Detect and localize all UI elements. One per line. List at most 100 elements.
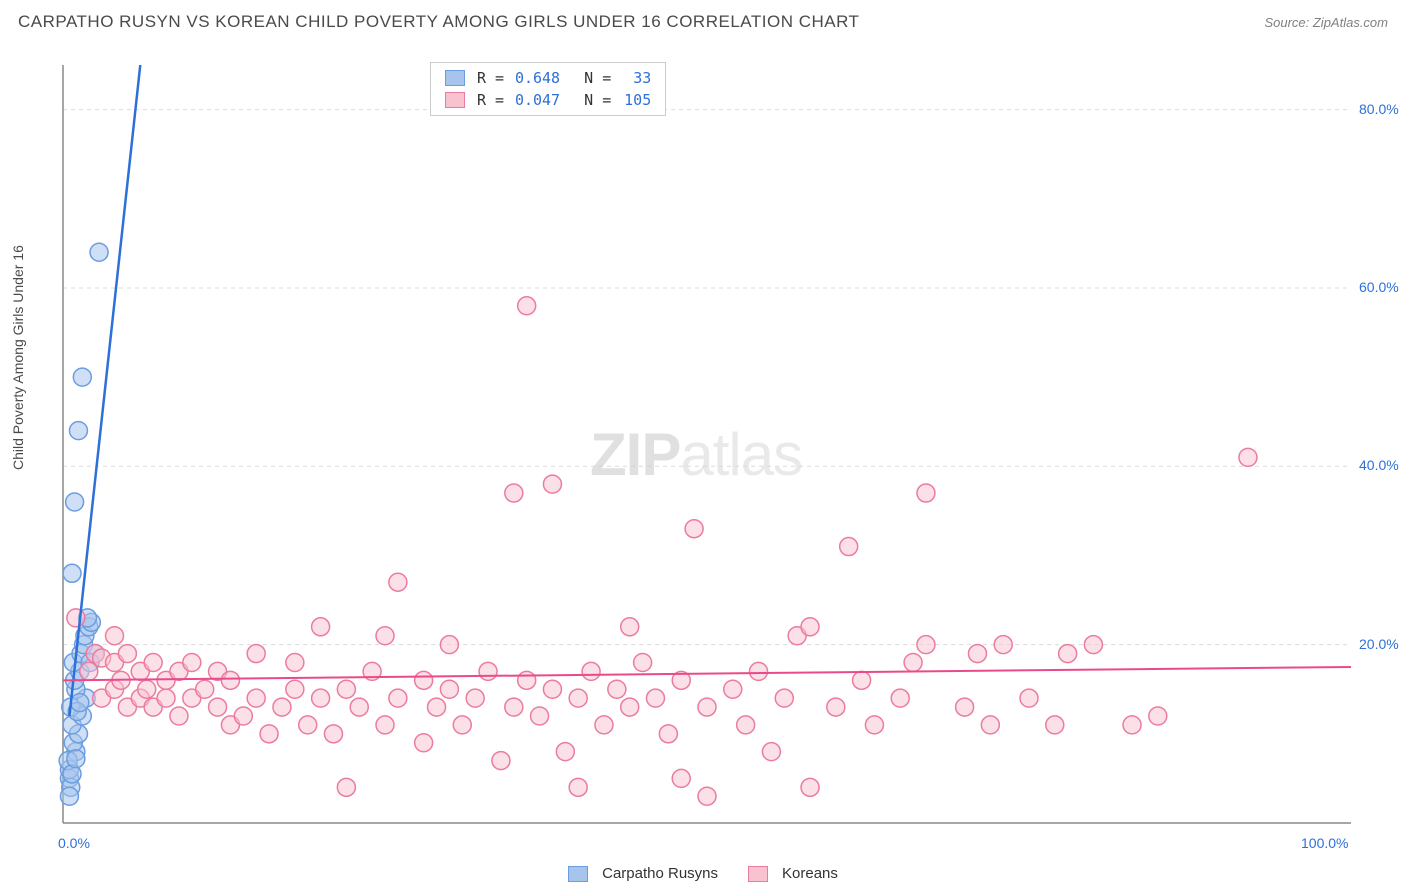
chart-source: Source: ZipAtlas.com [1264,15,1388,30]
data-point [801,778,819,796]
n-value: 105 [617,89,651,111]
data-point [337,778,355,796]
data-point [968,645,986,663]
data-point [698,698,716,716]
data-point [917,636,935,654]
data-point [608,680,626,698]
data-point [466,689,484,707]
bottom-legend: Carpatho Rusyns Koreans [0,865,1406,882]
data-point [801,618,819,636]
series-swatch-icon [445,70,465,86]
data-point [479,662,497,680]
data-point [865,716,883,734]
data-point [66,493,84,511]
data-point [69,422,87,440]
stats-row: R = 0.648 N = 33 [445,67,651,89]
data-point [543,475,561,493]
data-point [221,671,239,689]
data-point [853,671,871,689]
data-point [569,689,587,707]
data-point [73,368,91,386]
legend-label: Koreans [782,865,838,882]
n-value: 33 [617,67,651,89]
data-point [376,716,394,734]
r-value: 0.047 [510,89,560,111]
data-point [1046,716,1064,734]
data-point [415,671,433,689]
data-point [350,698,368,716]
data-point [389,573,407,591]
data-point [659,725,677,743]
data-point [144,653,162,671]
data-point [543,680,561,698]
data-point [90,243,108,261]
x-tick-label: 0.0% [58,835,90,851]
legend-swatch-icon [568,866,588,882]
data-point [118,645,136,663]
data-point [646,689,664,707]
data-point [698,787,716,805]
data-point [312,689,330,707]
data-point [63,564,81,582]
data-point [518,297,536,315]
data-point [138,680,156,698]
data-point [956,698,974,716]
data-point [453,716,471,734]
data-point [1149,707,1167,725]
data-point [67,750,85,768]
data-point [621,618,639,636]
data-point [196,680,214,698]
legend-item: Carpatho Rusyns [568,865,718,882]
stats-row: R = 0.047 N = 105 [445,89,651,111]
data-point [428,698,446,716]
data-point [157,689,175,707]
r-value: 0.648 [510,67,560,89]
trend-line [69,65,140,716]
data-point [170,707,188,725]
correlation-stats-box: R = 0.648 N = 33R = 0.047 N = 105 [430,62,666,116]
data-point [60,787,78,805]
trend-line [63,667,1351,680]
data-point [440,636,458,654]
data-point [286,653,304,671]
data-point [595,716,613,734]
y-tick-label: 40.0% [1359,457,1399,473]
legend-label: Carpatho Rusyns [602,865,718,882]
r-label: R = [477,89,504,111]
data-point [737,716,755,734]
scatter-plot-svg [50,60,1390,830]
data-point [440,680,458,698]
data-point [71,694,89,712]
data-point [376,627,394,645]
r-label: R = [477,67,504,89]
data-point [750,662,768,680]
data-point [415,734,433,752]
data-point [1084,636,1102,654]
data-point [621,698,639,716]
data-point [672,769,690,787]
data-point [209,698,227,716]
data-point [1123,716,1141,734]
data-point [299,716,317,734]
data-point [840,538,858,556]
data-point [981,716,999,734]
chart-title: CARPATHO RUSYN VS KOREAN CHILD POVERTY A… [18,12,859,32]
y-tick-label: 20.0% [1359,636,1399,652]
data-point [106,627,124,645]
data-point [1020,689,1038,707]
data-point [569,778,587,796]
data-point [634,653,652,671]
data-point [1059,645,1077,663]
data-point [685,520,703,538]
data-point [917,484,935,502]
chart-plot-area [50,60,1390,830]
y-axis-label: Child Poverty Among Girls Under 16 [10,245,26,470]
data-point [762,743,780,761]
data-point [324,725,342,743]
y-tick-label: 80.0% [1359,101,1399,117]
data-point [531,707,549,725]
data-point [556,743,574,761]
n-label: N = [566,67,611,89]
data-point [775,689,793,707]
data-point [260,725,278,743]
